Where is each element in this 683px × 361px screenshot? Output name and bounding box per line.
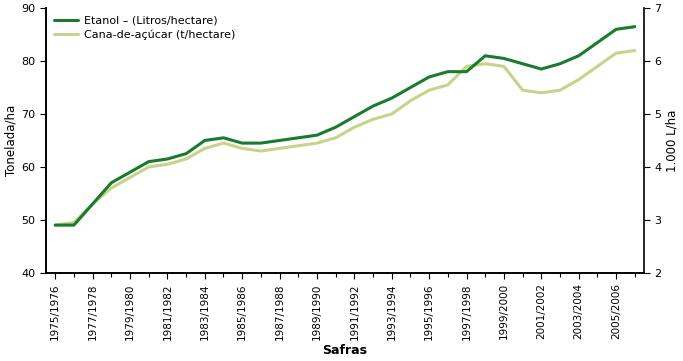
Etanol – (Litros/hectare) <box>612 27 620 31</box>
Etanol – (Litros/hectare) <box>425 75 433 79</box>
Etanol – (Litros/hectare) <box>556 62 564 66</box>
Cana-de-açúcar (t/hectare) <box>612 51 620 55</box>
Legend: Etanol – (Litros/hectare), Cana-de-açúcar (t/hectare): Etanol – (Litros/hectare), Cana-de-açúca… <box>51 14 237 42</box>
Etanol – (Litros/hectare) <box>574 54 583 58</box>
Etanol – (Litros/hectare) <box>406 85 415 90</box>
Cana-de-açúcar (t/hectare) <box>556 88 564 92</box>
Line: Etanol – (Litros/hectare): Etanol – (Litros/hectare) <box>55 27 635 225</box>
Cana-de-açúcar (t/hectare) <box>406 99 415 103</box>
Cana-de-açúcar (t/hectare) <box>500 64 508 69</box>
Line: Cana-de-açúcar (t/hectare): Cana-de-açúcar (t/hectare) <box>55 51 635 225</box>
Cana-de-açúcar (t/hectare) <box>145 165 153 169</box>
Cana-de-açúcar (t/hectare) <box>238 146 247 151</box>
Cana-de-açúcar (t/hectare) <box>538 91 546 95</box>
Cana-de-açúcar (t/hectare) <box>369 117 377 121</box>
Cana-de-açúcar (t/hectare) <box>425 88 433 92</box>
Etanol – (Litros/hectare) <box>313 133 321 137</box>
Etanol – (Litros/hectare) <box>163 157 171 161</box>
Cana-de-açúcar (t/hectare) <box>574 78 583 82</box>
Y-axis label: Tonelada/ha: Tonelada/ha <box>4 105 17 176</box>
Etanol – (Litros/hectare) <box>201 138 209 143</box>
Etanol – (Litros/hectare) <box>219 136 227 140</box>
Cana-de-açúcar (t/hectare) <box>462 64 471 69</box>
Etanol – (Litros/hectare) <box>388 96 396 100</box>
Etanol – (Litros/hectare) <box>500 56 508 61</box>
Cana-de-açúcar (t/hectare) <box>89 202 97 206</box>
Y-axis label: 1.000 L/ha: 1.000 L/ha <box>666 109 679 171</box>
Cana-de-açúcar (t/hectare) <box>219 141 227 145</box>
Cana-de-açúcar (t/hectare) <box>70 220 78 225</box>
X-axis label: Safras: Safras <box>322 344 367 357</box>
Etanol – (Litros/hectare) <box>594 40 602 45</box>
Cana-de-açúcar (t/hectare) <box>518 88 527 92</box>
Etanol – (Litros/hectare) <box>462 70 471 74</box>
Etanol – (Litros/hectare) <box>369 104 377 108</box>
Cana-de-açúcar (t/hectare) <box>444 83 452 87</box>
Etanol – (Litros/hectare) <box>331 125 339 129</box>
Cana-de-açúcar (t/hectare) <box>630 48 639 53</box>
Cana-de-açúcar (t/hectare) <box>388 112 396 116</box>
Cana-de-açúcar (t/hectare) <box>594 64 602 69</box>
Etanol – (Litros/hectare) <box>238 141 247 145</box>
Etanol – (Litros/hectare) <box>145 160 153 164</box>
Etanol – (Litros/hectare) <box>444 70 452 74</box>
Cana-de-açúcar (t/hectare) <box>331 136 339 140</box>
Etanol – (Litros/hectare) <box>275 138 283 143</box>
Cana-de-açúcar (t/hectare) <box>51 223 59 227</box>
Cana-de-açúcar (t/hectare) <box>275 146 283 151</box>
Etanol – (Litros/hectare) <box>182 152 190 156</box>
Etanol – (Litros/hectare) <box>257 141 265 145</box>
Etanol – (Litros/hectare) <box>126 170 134 174</box>
Etanol – (Litros/hectare) <box>350 114 359 119</box>
Etanol – (Litros/hectare) <box>630 25 639 29</box>
Etanol – (Litros/hectare) <box>294 136 303 140</box>
Cana-de-açúcar (t/hectare) <box>107 186 115 190</box>
Etanol – (Litros/hectare) <box>70 223 78 227</box>
Cana-de-açúcar (t/hectare) <box>126 175 134 180</box>
Etanol – (Litros/hectare) <box>518 62 527 66</box>
Etanol – (Litros/hectare) <box>107 180 115 185</box>
Cana-de-açúcar (t/hectare) <box>182 157 190 161</box>
Etanol – (Litros/hectare) <box>89 202 97 206</box>
Cana-de-açúcar (t/hectare) <box>294 144 303 148</box>
Cana-de-açúcar (t/hectare) <box>350 125 359 129</box>
Etanol – (Litros/hectare) <box>481 54 489 58</box>
Cana-de-açúcar (t/hectare) <box>201 146 209 151</box>
Cana-de-açúcar (t/hectare) <box>257 149 265 153</box>
Cana-de-açúcar (t/hectare) <box>313 141 321 145</box>
Etanol – (Litros/hectare) <box>51 223 59 227</box>
Etanol – (Litros/hectare) <box>538 67 546 71</box>
Cana-de-açúcar (t/hectare) <box>481 62 489 66</box>
Cana-de-açúcar (t/hectare) <box>163 162 171 166</box>
